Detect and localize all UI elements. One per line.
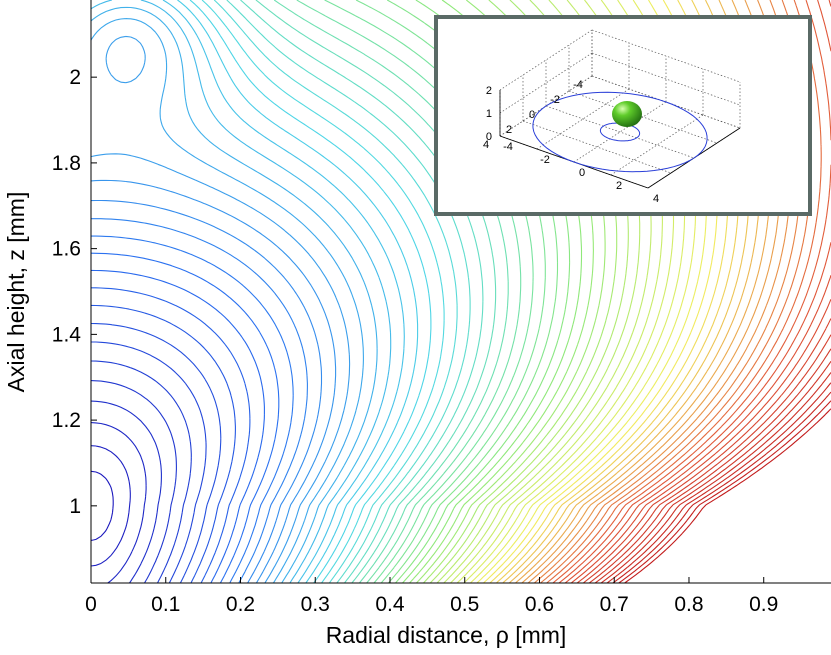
- contour-line: [91, 380, 177, 583]
- inset-grid-line: [610, 114, 704, 176]
- contour-line: [91, 470, 114, 541]
- contour-line: [91, 218, 308, 583]
- contour-line: [594, 360, 831, 583]
- contour-line: [570, 298, 831, 583]
- contour-line: [91, 6, 378, 583]
- y-tick-label: 1.2: [52, 409, 81, 432]
- x-tick-label: 0.3: [301, 593, 330, 616]
- x-tick-label: 0.7: [600, 593, 629, 616]
- inset-tick-label: 2: [486, 85, 492, 97]
- inset-grid-line: [568, 90, 718, 144]
- inset-ring: [532, 91, 708, 173]
- contour-line: [91, 179, 337, 583]
- inset-grid-line: [499, 75, 593, 137]
- inset-tick-label: 2: [616, 180, 622, 192]
- contour-line: [624, 408, 831, 583]
- contour-line: [91, 322, 222, 583]
- y-tick-label: 2: [69, 66, 81, 89]
- inset-tick-label: 1: [486, 108, 492, 120]
- contour-line: [91, 360, 192, 583]
- contour-line: [552, 0, 831, 583]
- x-tick-label: 0.9: [749, 593, 778, 616]
- inset-grid-line: [499, 52, 593, 114]
- x-ticks: 0 0.1 0.2 0.3 0.4 0.5 0.6 0.7 0.8 0.9: [85, 577, 778, 616]
- inset-tick-label: -4: [573, 79, 583, 91]
- contour-line: [91, 0, 392, 583]
- inset-tick-label: -2: [550, 94, 560, 106]
- inset-tick-label: -2: [540, 154, 550, 166]
- x-tick-label: 0.6: [525, 593, 554, 616]
- inset-tick-label: 4: [483, 139, 489, 151]
- inset-tick-label: 0: [486, 131, 492, 143]
- contour-line: [162, 0, 405, 583]
- x-tick-label: 0.8: [674, 593, 703, 616]
- contour-line: [91, 445, 131, 567]
- y-ticks: 1 1.2 1.4 1.6 1.8 2: [52, 66, 97, 518]
- inset-tick-label: -4: [503, 141, 513, 153]
- inset-tick-label: 0: [579, 167, 585, 179]
- inset-grid-line: [591, 52, 741, 106]
- inset-grid-line: [591, 29, 741, 83]
- inset-grid-line: [545, 105, 695, 159]
- contour-line: [177, 0, 419, 583]
- x-tick-label: 0.4: [375, 593, 405, 616]
- contour-line: [91, 422, 147, 583]
- inset-tick-label: 4: [653, 193, 659, 205]
- contour-line: [91, 269, 265, 583]
- x-tick-label: 0.1: [151, 593, 180, 616]
- inset-grid-line: [522, 120, 672, 174]
- inset-grid-line: [536, 88, 630, 150]
- y-tick-label: 1.4: [52, 323, 82, 346]
- y-tick-label: 1.6: [52, 238, 81, 261]
- inset-tick-label: 2: [506, 124, 512, 136]
- contour-line: [618, 400, 831, 583]
- x-axis-label: Radial distance, ρ [mm]: [326, 622, 567, 648]
- contour-line: [91, 400, 162, 583]
- x-tick-label: 0.5: [450, 593, 479, 616]
- contour-line: [612, 391, 831, 583]
- contour-line: [564, 0, 831, 583]
- contour-line: [91, 304, 236, 583]
- contour-line: [600, 372, 831, 583]
- x-tick-label: 0: [85, 593, 97, 616]
- y-tick-label: 1: [69, 495, 81, 518]
- contour-line: [91, 287, 251, 583]
- contour-line: [91, 199, 323, 583]
- contour-line: [588, 348, 831, 583]
- y-axis-label: Axial height, z [mm]: [3, 192, 29, 393]
- inset-particle: [612, 101, 642, 127]
- y-tick-label: 1.8: [52, 152, 81, 175]
- contour-line: [201, 0, 445, 583]
- contour-line: [91, 341, 207, 583]
- inset-grid-line: [499, 29, 593, 91]
- contour-line: [91, 252, 280, 583]
- contour-line: [582, 334, 831, 583]
- contour-line: [91, 18, 364, 583]
- inset-tick-label: 0: [529, 109, 535, 121]
- contour-line: [91, 35, 351, 583]
- contour-line: [558, 0, 831, 583]
- x-tick-label: 0.2: [226, 593, 255, 616]
- inset-ring: [599, 122, 641, 142]
- inset-grid-line: [573, 101, 667, 163]
